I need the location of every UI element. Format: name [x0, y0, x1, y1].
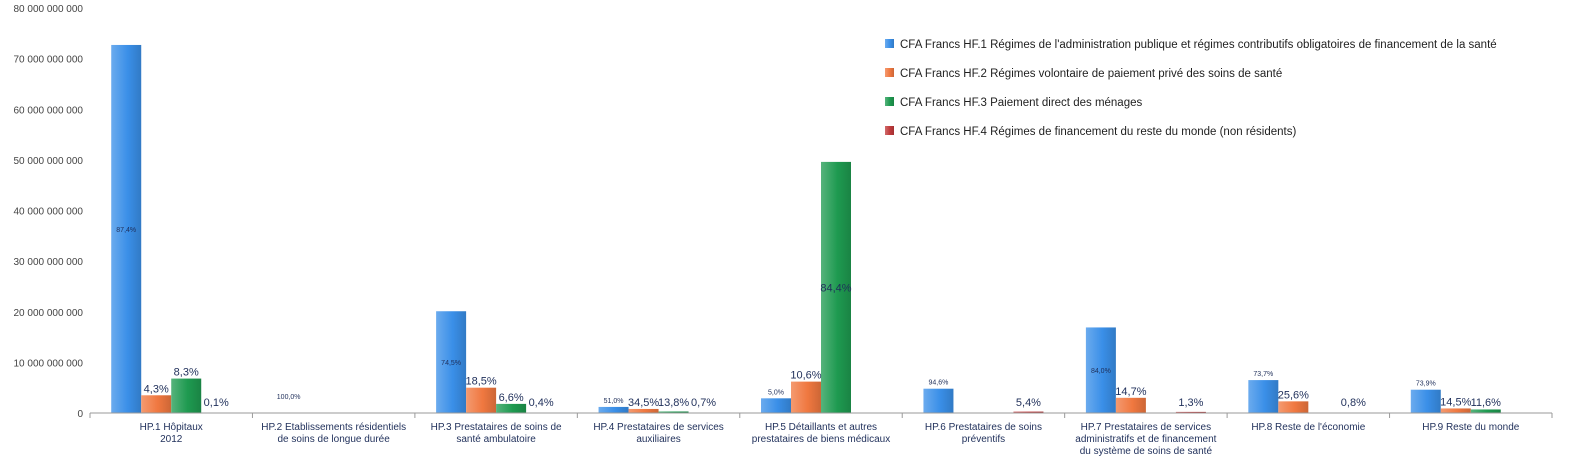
data-label: 1,3%	[1178, 397, 1203, 409]
data-label: 14,7%	[1115, 386, 1146, 398]
bars	[111, 44, 1501, 414]
y-tick-label: 10 000 000 000	[13, 358, 83, 369]
y-tick-label: 70 000 000 000	[13, 55, 83, 66]
x-axis: HP.1 Hôpitaux 2012 HP.2 Etablissements rés…	[89, 412, 1553, 457]
data-label: 5,0%	[768, 389, 784, 396]
x-category-label: HP.5 Détaillants et autres prestataires d…	[752, 422, 890, 445]
y-axis: 0 10 000 000 000 20 000 000 000 30 000 000 …	[13, 4, 83, 420]
bar-s1	[436, 311, 467, 413]
bar-s1	[923, 388, 954, 413]
bar-s4	[1175, 411, 1206, 413]
data-label: 13,8%	[658, 397, 689, 409]
bar-s2	[1115, 397, 1146, 413]
bar-s1	[761, 398, 791, 413]
bar-s2	[141, 395, 172, 413]
legend-label: CFA Francs HF.3 Paiement direct des ména…	[900, 97, 1142, 109]
data-label: 10,6%	[790, 370, 821, 382]
data-label: 87,4%	[116, 227, 136, 234]
y-tick-label: 80 000 000 000	[13, 4, 83, 15]
data-label: 18,5%	[466, 376, 497, 388]
bar-s1	[111, 44, 142, 414]
bar-s1	[1410, 389, 1441, 413]
data-label: 8,3%	[174, 367, 199, 379]
x-category-label: HP.7 Prestataires de services administrat…	[1075, 422, 1216, 457]
data-label: 73,7%	[1253, 371, 1273, 378]
data-label: 84,0%	[1091, 368, 1111, 375]
x-category-label: HP.4 Prestataires de services auxiliaires	[593, 422, 723, 445]
legend-swatch	[885, 126, 894, 135]
bar-s3	[821, 161, 851, 413]
x-category-label: HP.8 Reste de l'économie	[1251, 422, 1365, 433]
data-label: 51,0%	[604, 398, 624, 405]
legend-swatch	[885, 97, 894, 106]
y-tick-label: 40 000 000 000	[13, 207, 83, 218]
data-label: 84,4%	[820, 282, 851, 294]
legend-label: CFA Francs HF.4 Régimes de financement d…	[900, 126, 1296, 138]
x-category-label: HP.9 Reste du monde	[1422, 422, 1520, 433]
bar-s3	[1470, 409, 1501, 413]
data-label: 73,9%	[1416, 381, 1436, 388]
legend-swatch	[885, 39, 894, 48]
x-category-label: HP.6 Prestataires de soins préventifs	[925, 422, 1042, 445]
y-tick-label: 60 000 000 000	[13, 105, 83, 116]
data-label: 94,6%	[929, 380, 949, 387]
data-label: 0,4%	[529, 397, 554, 409]
bar-s4	[1013, 411, 1044, 413]
data-labels: 87,4% 4,3% 8,3% 0,1% 100,0% 74,5% 18,5%6,6% 0,4…	[116, 227, 1501, 409]
bar-s2	[628, 408, 659, 413]
bar-s2	[1440, 408, 1471, 413]
data-label: 0,7%	[691, 397, 716, 409]
x-category-label: HP.1 Hôpitaux 2012	[140, 422, 203, 445]
data-label: 4,3%	[144, 383, 169, 395]
data-label: 14,5%	[1440, 396, 1471, 408]
data-label: 100,0%	[277, 394, 301, 401]
legend-label: CFA Francs HF.1 Régimes de l'administrat…	[900, 39, 1497, 51]
legend-label: CFA Francs HF.2 Régimes volontaire de pa…	[900, 68, 1282, 80]
y-tick-label: 0	[77, 409, 83, 420]
bar-s3	[496, 403, 527, 413]
data-label: 25,6%	[1278, 389, 1309, 401]
data-label: 6,6%	[499, 392, 524, 404]
data-label: 0,8%	[1341, 397, 1366, 409]
bar-s2	[466, 387, 497, 413]
y-tick-label: 20 000 000 000	[13, 308, 83, 319]
bar-s3	[171, 378, 202, 413]
y-tick-label: 50 000 000 000	[13, 156, 83, 167]
data-label: 5,4%	[1016, 397, 1041, 409]
bar-s2	[791, 381, 821, 413]
bar-s1	[1085, 327, 1116, 413]
legend-swatch	[885, 68, 894, 77]
bar-s3	[658, 411, 689, 413]
x-category-label: HP.2 Etablissements résidentiels de soins…	[261, 422, 406, 445]
bar-s1	[598, 406, 629, 413]
bar-s1	[1248, 380, 1279, 413]
bar-s2	[1278, 401, 1309, 413]
x-category-label: HP.3 Prestataires de soins de santé ambul…	[431, 422, 562, 445]
data-label: 11,6%	[1471, 397, 1502, 409]
y-tick-label: 30 000 000 000	[13, 257, 83, 268]
data-label: 0,1%	[204, 397, 229, 409]
data-label: 34,5%	[628, 397, 659, 409]
legend: CFA Francs HF.1 Régimes de l'administrat…	[885, 39, 1497, 138]
data-label: 74,5%	[441, 360, 461, 367]
